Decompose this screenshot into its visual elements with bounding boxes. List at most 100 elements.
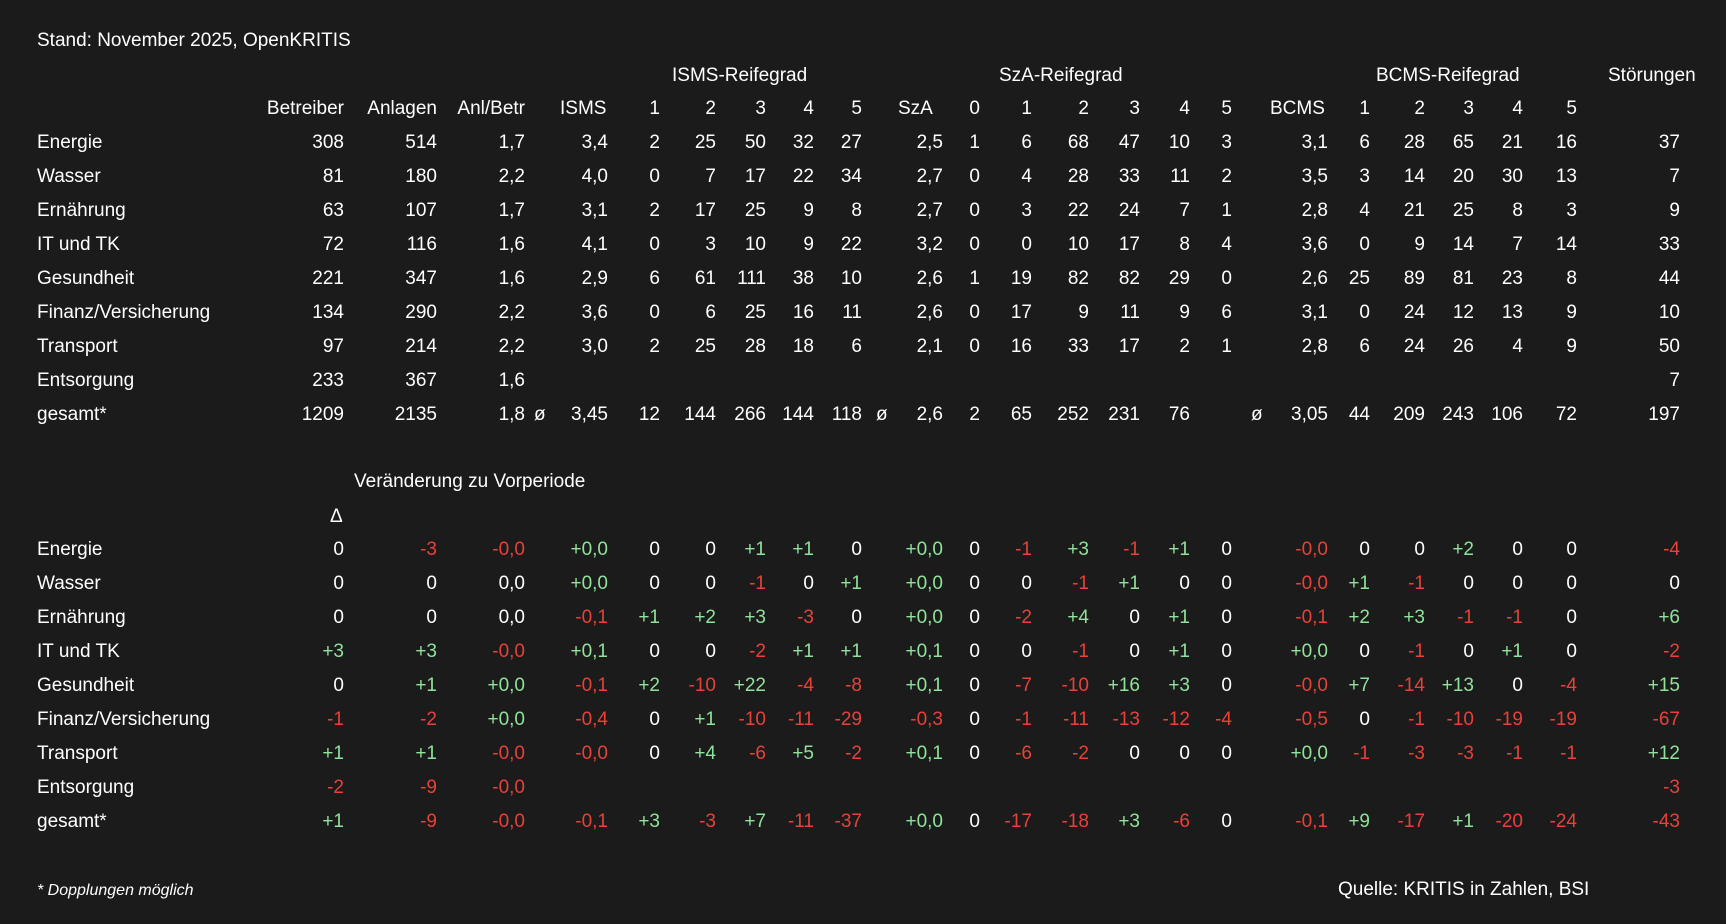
table-cell: 61 bbox=[694, 268, 716, 289]
change-cell: -11 bbox=[787, 709, 814, 730]
column-header: 2 bbox=[1078, 98, 1089, 119]
change-row-label: IT und TK bbox=[37, 641, 120, 662]
table-cell: 50 bbox=[744, 132, 766, 153]
change-row-label: Gesundheit bbox=[37, 675, 135, 696]
change-cell: +7 bbox=[744, 811, 766, 832]
change-cell: 0,0 bbox=[498, 607, 525, 628]
average-marker: ø bbox=[1251, 404, 1263, 425]
table-cell: 11 bbox=[1170, 166, 1190, 187]
table-cell: 3,2 bbox=[916, 234, 943, 255]
change-cell: -7 bbox=[1015, 675, 1032, 696]
change-cell: -6 bbox=[1173, 811, 1190, 832]
change-cell: 0 bbox=[649, 709, 660, 730]
table-cell: 0 bbox=[969, 200, 980, 221]
change-cell: +0,0 bbox=[905, 811, 943, 832]
table-cell: 9 bbox=[1078, 302, 1089, 323]
change-cell: -0,0 bbox=[492, 641, 525, 662]
change-cell: 0 bbox=[426, 573, 437, 594]
change-cell: -24 bbox=[1549, 811, 1577, 832]
change-cell: -1 bbox=[1506, 607, 1523, 628]
table-cell: 76 bbox=[1168, 404, 1190, 425]
change-cell: +15 bbox=[1647, 675, 1680, 696]
table-cell: 28 bbox=[1403, 132, 1425, 153]
table-cell: 82 bbox=[1067, 268, 1089, 289]
change-cell: 0 bbox=[1566, 573, 1577, 594]
change-cell: -6 bbox=[749, 743, 766, 764]
table-cell: 8 bbox=[851, 200, 862, 221]
change-cell: 0 bbox=[649, 641, 660, 662]
table-cell: 9 bbox=[1669, 200, 1680, 221]
table-cell: 10 bbox=[744, 234, 766, 255]
table-cell: 8 bbox=[1566, 268, 1577, 289]
table-cell: 2,1 bbox=[916, 336, 943, 357]
change-cell: -9 bbox=[420, 777, 437, 798]
table-cell: 221 bbox=[312, 268, 344, 289]
table-cell: 24 bbox=[1118, 200, 1140, 221]
table-cell: 2,7 bbox=[916, 166, 943, 187]
change-cell: +5 bbox=[792, 743, 814, 764]
table-cell: 2 bbox=[1179, 336, 1190, 357]
table-cell: 25 bbox=[744, 302, 766, 323]
change-row-label: Energie bbox=[37, 539, 103, 560]
table-cell: 37 bbox=[1658, 132, 1680, 153]
table-cell: 3,1 bbox=[1301, 132, 1328, 153]
row-label: Entsorgung bbox=[37, 370, 135, 391]
table-cell: 6 bbox=[705, 302, 716, 323]
table-cell: 29 bbox=[1168, 268, 1190, 289]
change-cell: +0,0 bbox=[905, 573, 943, 594]
table-cell: 44 bbox=[1348, 404, 1370, 425]
change-cell: -19 bbox=[1495, 709, 1523, 730]
change-cell: -0,0 bbox=[492, 811, 525, 832]
change-cell: +1 bbox=[840, 573, 862, 594]
change-cell: 0 bbox=[969, 743, 980, 764]
change-cell: -0,0 bbox=[492, 777, 525, 798]
table-cell: 1209 bbox=[301, 404, 344, 425]
table-cell: 14 bbox=[1555, 234, 1577, 255]
table-cell: 65 bbox=[1452, 132, 1474, 153]
table-cell: 11 bbox=[1120, 302, 1140, 323]
change-cell: 0 bbox=[1512, 675, 1523, 696]
table-cell: 290 bbox=[405, 302, 437, 323]
change-cell: 0 bbox=[1512, 573, 1523, 594]
change-cell: 0 bbox=[851, 539, 862, 560]
table-cell: 3,1 bbox=[581, 200, 608, 221]
table-cell: 1 bbox=[1221, 336, 1232, 357]
table-cell: 0 bbox=[969, 336, 980, 357]
table-cell: 367 bbox=[405, 370, 437, 391]
table-cell: 9 bbox=[1414, 234, 1425, 255]
table-cell: 7 bbox=[705, 166, 716, 187]
table-cell: 21 bbox=[1501, 132, 1523, 153]
table-cell: 8 bbox=[1512, 200, 1523, 221]
change-cell: 0 bbox=[1463, 573, 1474, 594]
row-label: Gesundheit bbox=[37, 268, 135, 289]
change-cell: +12 bbox=[1647, 743, 1680, 764]
table-cell: 3,6 bbox=[581, 302, 608, 323]
change-cell: +0,1 bbox=[905, 743, 943, 764]
table-cell: 26 bbox=[1452, 336, 1474, 357]
table-cell: 81 bbox=[322, 166, 344, 187]
table-cell: 266 bbox=[734, 404, 766, 425]
table-cell: 4 bbox=[1512, 336, 1523, 357]
table-cell: 50 bbox=[1658, 336, 1680, 357]
change-cell: -1 bbox=[1408, 573, 1425, 594]
table-cell: 33 bbox=[1118, 166, 1140, 187]
column-header: 5 bbox=[1221, 98, 1232, 119]
change-cell: 0 bbox=[1414, 539, 1425, 560]
table-cell: 14 bbox=[1403, 166, 1425, 187]
row-label: gesamt* bbox=[37, 404, 107, 425]
table-cell: 1,7 bbox=[498, 200, 525, 221]
table-cell: 10 bbox=[840, 268, 862, 289]
table-cell: 38 bbox=[792, 268, 814, 289]
column-header: BCMS bbox=[1270, 98, 1325, 119]
table-cell: 28 bbox=[1067, 166, 1089, 187]
change-cell: 0 bbox=[1359, 709, 1370, 730]
change-cell: -3 bbox=[1663, 777, 1680, 798]
change-cell: -11 bbox=[787, 811, 814, 832]
change-cell: 0 bbox=[649, 573, 660, 594]
delta-symbol: Δ bbox=[330, 506, 343, 527]
table-cell: 20 bbox=[1452, 166, 1474, 187]
change-cell: -10 bbox=[1446, 709, 1474, 730]
table-cell: 24 bbox=[1403, 302, 1425, 323]
table-cell: 72 bbox=[322, 234, 344, 255]
table-cell: 4 bbox=[1359, 200, 1370, 221]
